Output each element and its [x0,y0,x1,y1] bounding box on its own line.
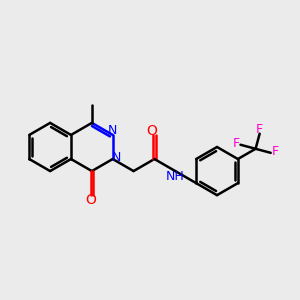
Text: NH: NH [166,170,185,183]
Text: O: O [147,124,158,138]
Text: F: F [256,123,263,136]
Text: N: N [108,124,117,137]
Text: F: F [272,145,279,158]
Text: F: F [232,137,240,150]
Text: N: N [112,151,121,164]
Text: O: O [85,193,96,207]
